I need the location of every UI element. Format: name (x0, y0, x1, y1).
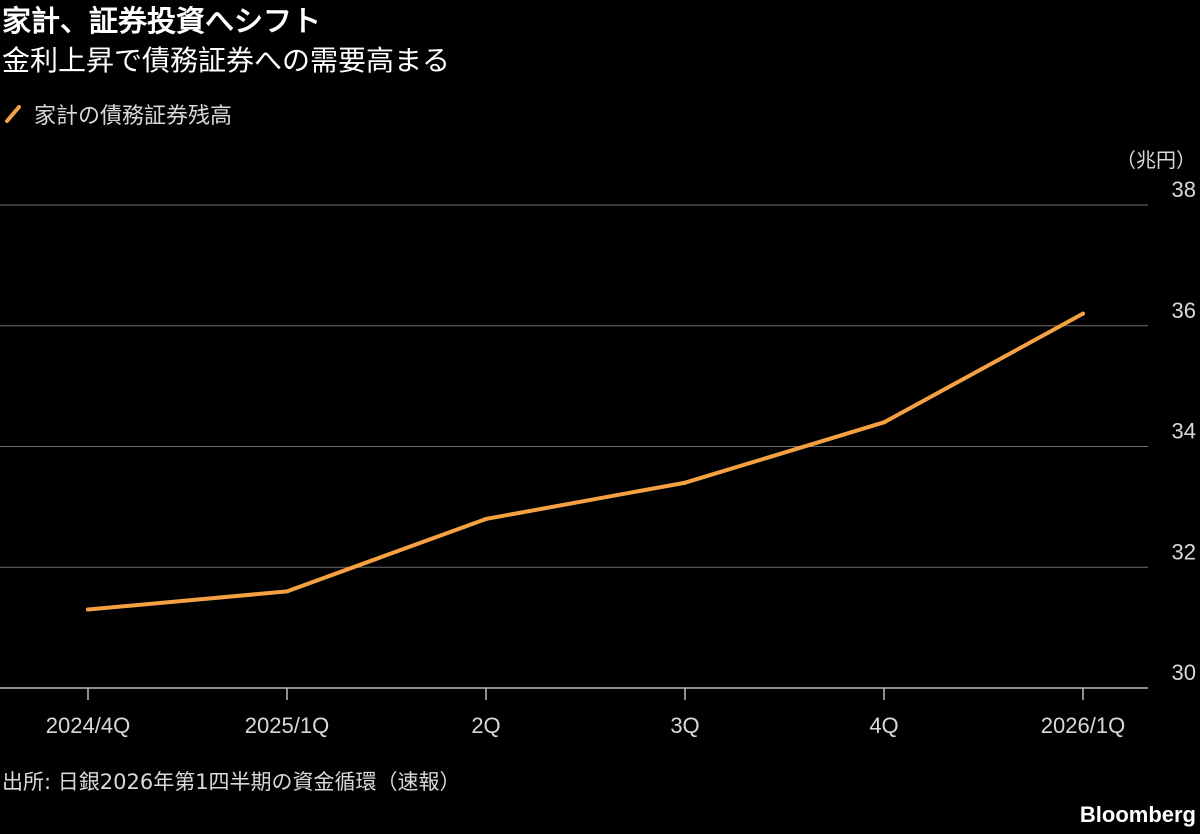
data-point (882, 420, 886, 425)
x-tick-label: 2026/1Q (1041, 713, 1125, 738)
legend-label: 家計の債務証券残高 (34, 104, 233, 129)
x-tick-label: 4Q (869, 713, 898, 738)
x-tick-label: 2024/4Q (46, 713, 130, 738)
chart-subtitle: 金利上昇で債務証券への需要高まる (2, 44, 451, 77)
x-tick-label: 2Q (471, 713, 500, 738)
data-point (484, 516, 488, 521)
y-tick-label: 34 (1172, 419, 1196, 444)
x-tick-label: 2025/1Q (245, 713, 329, 738)
y-axis-unit-label: （兆円） (1116, 148, 1196, 172)
y-tick-label: 36 (1172, 298, 1196, 323)
bloomberg-logo: Bloomberg (1079, 802, 1196, 827)
y-tick-label: 30 (1172, 660, 1196, 685)
gridlines (0, 204, 1148, 689)
y-axis: 30 32 34 36 38 (1172, 177, 1196, 685)
data-point (1081, 311, 1085, 316)
series-line-household-debt-securities (86, 311, 1085, 612)
x-tick-label: 3Q (670, 713, 699, 738)
legend-swatch-icon (5, 105, 21, 123)
series-layer (86, 311, 1085, 612)
data-point (683, 480, 687, 485)
y-tick-label: 38 (1172, 177, 1196, 202)
x-axis: 2024/4Q 2025/1Q 2Q 3Q 4Q 2026/1Q (46, 688, 1125, 738)
y-tick-label: 32 (1172, 539, 1196, 564)
data-point (86, 607, 90, 612)
chart-title: 家計、証券投資へシフト (2, 4, 322, 38)
data-point (285, 589, 289, 594)
legend: 家計の債務証券残高 (2, 97, 232, 131)
source-note: 出所: 日銀2026年第1四半期の資金循環（速報） (2, 770, 461, 794)
